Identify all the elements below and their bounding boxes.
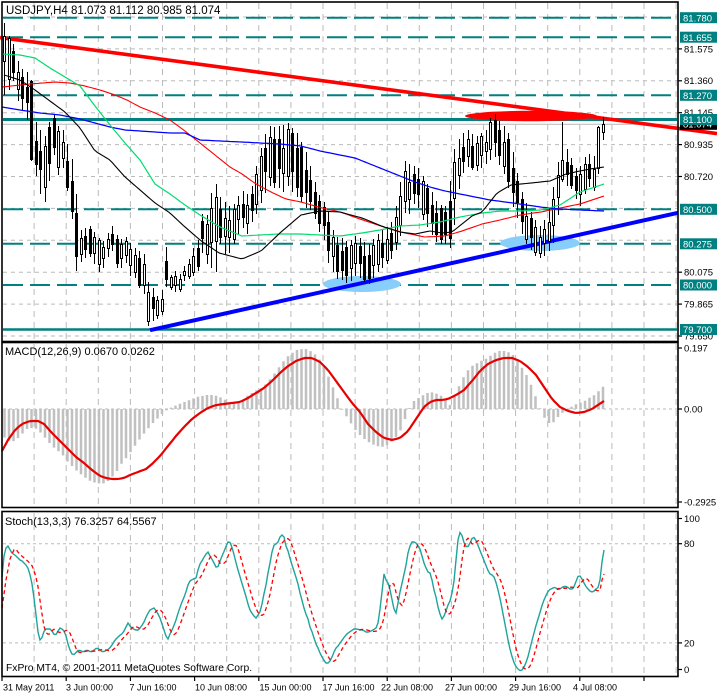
svg-text:20: 20 bbox=[684, 638, 695, 649]
svg-text:80: 80 bbox=[684, 539, 695, 550]
svg-text:31 May 2011: 31 May 2011 bbox=[3, 683, 54, 693]
svg-text:100: 100 bbox=[684, 514, 700, 525]
svg-text:79.700: 79.700 bbox=[683, 325, 712, 336]
svg-text:4 Jul 08:00: 4 Jul 08:00 bbox=[573, 683, 617, 693]
svg-text:81.575: 81.575 bbox=[684, 44, 713, 55]
svg-text:80.000: 80.000 bbox=[683, 281, 712, 292]
svg-text:-0.2925: -0.2925 bbox=[684, 497, 716, 508]
svg-text:80.935: 80.935 bbox=[684, 140, 713, 151]
svg-text:81.360: 81.360 bbox=[684, 76, 713, 87]
svg-text:80.500: 80.500 bbox=[683, 205, 712, 216]
svg-text:80.275: 80.275 bbox=[683, 239, 712, 250]
svg-text:80.075: 80.075 bbox=[684, 268, 713, 279]
svg-text:USDJPY,H4 81.073 81.112 80.98: USDJPY,H4 81.073 81.112 80.985 81.074 bbox=[6, 5, 221, 17]
svg-text:10 Jun 08:00: 10 Jun 08:00 bbox=[195, 683, 247, 693]
svg-text:81.780: 81.780 bbox=[683, 13, 712, 24]
svg-text:79.650: 79.650 bbox=[684, 331, 713, 342]
svg-text:79.865: 79.865 bbox=[684, 300, 713, 311]
svg-text:0: 0 bbox=[684, 665, 689, 676]
svg-text:29 Jun 16:00: 29 Jun 16:00 bbox=[509, 683, 561, 693]
svg-text:81.270: 81.270 bbox=[683, 91, 712, 102]
svg-text:81.100: 81.100 bbox=[683, 115, 712, 126]
svg-text:81.655: 81.655 bbox=[683, 33, 712, 44]
svg-text:FxPro MT4, © 2001-2011 MetaQuo: FxPro MT4, © 2001-2011 MetaQuotes Softwa… bbox=[6, 663, 252, 674]
svg-text:0.197: 0.197 bbox=[684, 343, 708, 354]
svg-text:17 Jun 16:00: 17 Jun 16:00 bbox=[323, 683, 375, 693]
svg-text:81.145: 81.145 bbox=[684, 108, 713, 119]
svg-text:0.00: 0.00 bbox=[684, 404, 703, 415]
svg-text:Stoch(13,3,3) 76.3257 64.5567: Stoch(13,3,3) 76.3257 64.5567 bbox=[5, 516, 157, 528]
svg-text:7 Jun 16:00: 7 Jun 16:00 bbox=[130, 683, 177, 693]
svg-text:81.074: 81.074 bbox=[683, 120, 712, 131]
svg-text:27 Jun 00:00: 27 Jun 00:00 bbox=[445, 683, 497, 693]
svg-text:80.720: 80.720 bbox=[684, 172, 713, 183]
svg-text:MACD(12,26,9) 0.0670 0.0262: MACD(12,26,9) 0.0670 0.0262 bbox=[5, 346, 155, 358]
svg-text:3 Jun 00:00: 3 Jun 00:00 bbox=[66, 683, 113, 693]
svg-text:22 Jun 08:00: 22 Jun 08:00 bbox=[381, 683, 433, 693]
svg-text:15 Jun 00:00: 15 Jun 00:00 bbox=[260, 683, 312, 693]
